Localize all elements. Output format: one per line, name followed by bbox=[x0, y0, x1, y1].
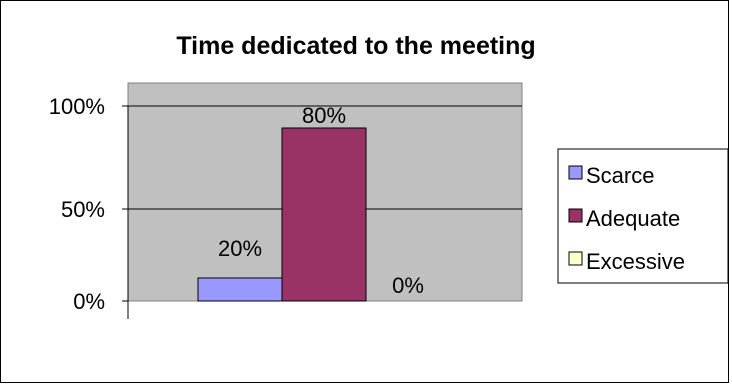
bar-scarce bbox=[197, 277, 283, 302]
bar-chart: Time dedicated to the meeting 0%50%100% … bbox=[49, 32, 729, 319]
data-labels: 20% 80% 0% bbox=[218, 103, 424, 298]
legend-swatch-excessive bbox=[568, 251, 583, 266]
legend-label-excessive: Excessive bbox=[586, 249, 685, 274]
data-label-excessive: 0% bbox=[392, 273, 424, 298]
legend-label-scarce: Scarce bbox=[586, 163, 654, 188]
legend-swatch-scarce bbox=[568, 165, 583, 180]
legend-box bbox=[557, 148, 729, 284]
data-label-scarce: 20% bbox=[218, 236, 262, 261]
legend: Scarce Adequate Excessive bbox=[557, 148, 729, 284]
legend-swatch-adequate bbox=[568, 208, 583, 223]
bars bbox=[197, 127, 367, 302]
y-tick-label: 0% bbox=[73, 289, 105, 314]
y-axis: 0% 50% 100% bbox=[49, 94, 129, 319]
legend-label-adequate: Adequate bbox=[586, 206, 680, 231]
y-tick-label: 100% bbox=[49, 94, 105, 119]
data-label-adequate: 80% bbox=[302, 103, 346, 128]
chart-title: Time dedicated to the meeting bbox=[176, 32, 535, 60]
bar-adequate bbox=[281, 127, 367, 302]
y-tick-label: 50% bbox=[61, 197, 105, 222]
